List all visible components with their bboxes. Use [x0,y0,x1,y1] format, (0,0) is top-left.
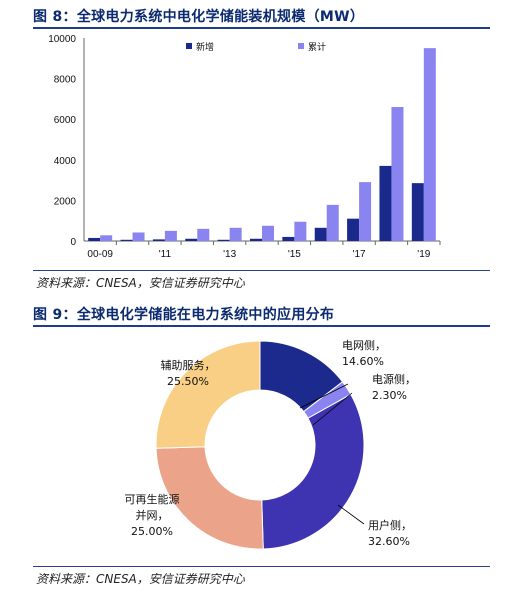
donut-slice-label: 电源侧， [372,372,416,386]
legend-swatch [186,43,192,49]
donut-slice-label: 2.30% [372,389,407,402]
figure-8-title: 图 8：全球电力系统中电化学储能装机规模（MW） [33,9,365,25]
bar-cumulative [197,228,210,241]
leader-line [299,383,349,409]
donut-slice [261,393,365,550]
donut-slice-group [155,340,365,550]
bar-cumulative [262,225,274,241]
donut-slice-label: 辅助服务， [161,358,216,372]
bar-new [250,238,262,241]
bar-new [379,165,392,241]
leader-line [337,504,365,525]
bar-cumulative [326,204,339,241]
x-tick-label: 00-09 [87,249,113,260]
bar-new [411,183,424,241]
y-tick-label: 4000 [54,156,77,167]
y-tick-label: 8000 [54,75,77,86]
chart-legend: 新增 累计 [186,41,326,53]
x-tick-label: '11 [159,249,172,260]
bar-new [217,239,230,241]
bar-new [185,238,198,241]
y-tick-label: 6000 [54,115,77,126]
donut-slice-label: 可再生能源 [125,492,180,506]
legend-label: 新增 [196,41,214,53]
x-tick-label: '15 [288,249,301,260]
legend-label: 累计 [308,41,326,53]
bar-chart: 0 2000 4000 6000 8000 10000 00-09 '11 '13 '15 '17… [48,34,441,260]
donut-slice [155,340,261,449]
bar-cumulative [100,235,113,241]
bar-new [314,227,327,241]
bar-cumulative [423,48,436,242]
bar-cumulative [359,182,372,241]
donut-slice-label: 用户侧， [368,518,412,532]
figure-8-bottom-rule [33,270,490,271]
donut-slice-label: 25.50% [167,375,209,388]
donut-slice-label: 电网侧， [342,339,386,352]
figure-9-source: 资料来源：CNESA，安信证券研究中心 [36,572,245,586]
donut-slice-label: 14.60% [342,355,384,368]
donut-slice [302,381,352,419]
figure-9-bottom-rule [33,566,490,567]
y-tick-label: 0 [70,237,76,248]
bar-new [152,239,165,241]
bar-new [120,239,133,241]
donut-slice [155,446,264,550]
donut-slice-label: 32.60% [368,535,410,548]
bar-cumulative [294,221,307,241]
x-tick-label: '13 [223,249,236,260]
bar-new [88,237,101,241]
y-tick-group: 0 2000 4000 6000 8000 10000 [48,34,76,248]
bar-new [282,236,295,241]
x-tick-group: 00-09 '11 '13 '15 '17 '19 [87,241,441,260]
bar-group [88,48,436,242]
y-tick-label: 2000 [54,196,77,207]
bar-cumulative [391,107,404,242]
bar-cumulative [229,227,242,241]
figure-9-title-rule [33,325,490,327]
x-tick-label: '17 [353,249,366,260]
donut-slice [259,340,344,413]
donut-slice-label: 25.00% [131,525,173,538]
figure-8-source: 资料来源：CNESA，安信证券研究中心 [36,276,245,290]
bar-new [347,218,360,241]
figure-8-title-rule [33,27,490,29]
bar-cumulative [164,230,177,241]
bar-cumulative [132,232,145,241]
leader-line [312,392,353,426]
donut-slice-label: 并网， [136,508,169,522]
y-tick-label: 10000 [48,34,76,45]
x-tick-label: '19 [417,249,430,260]
legend-swatch [298,43,304,49]
figure-9-title: 图 9：全球电化学储能在电力系统中的应用分布 [33,307,335,323]
